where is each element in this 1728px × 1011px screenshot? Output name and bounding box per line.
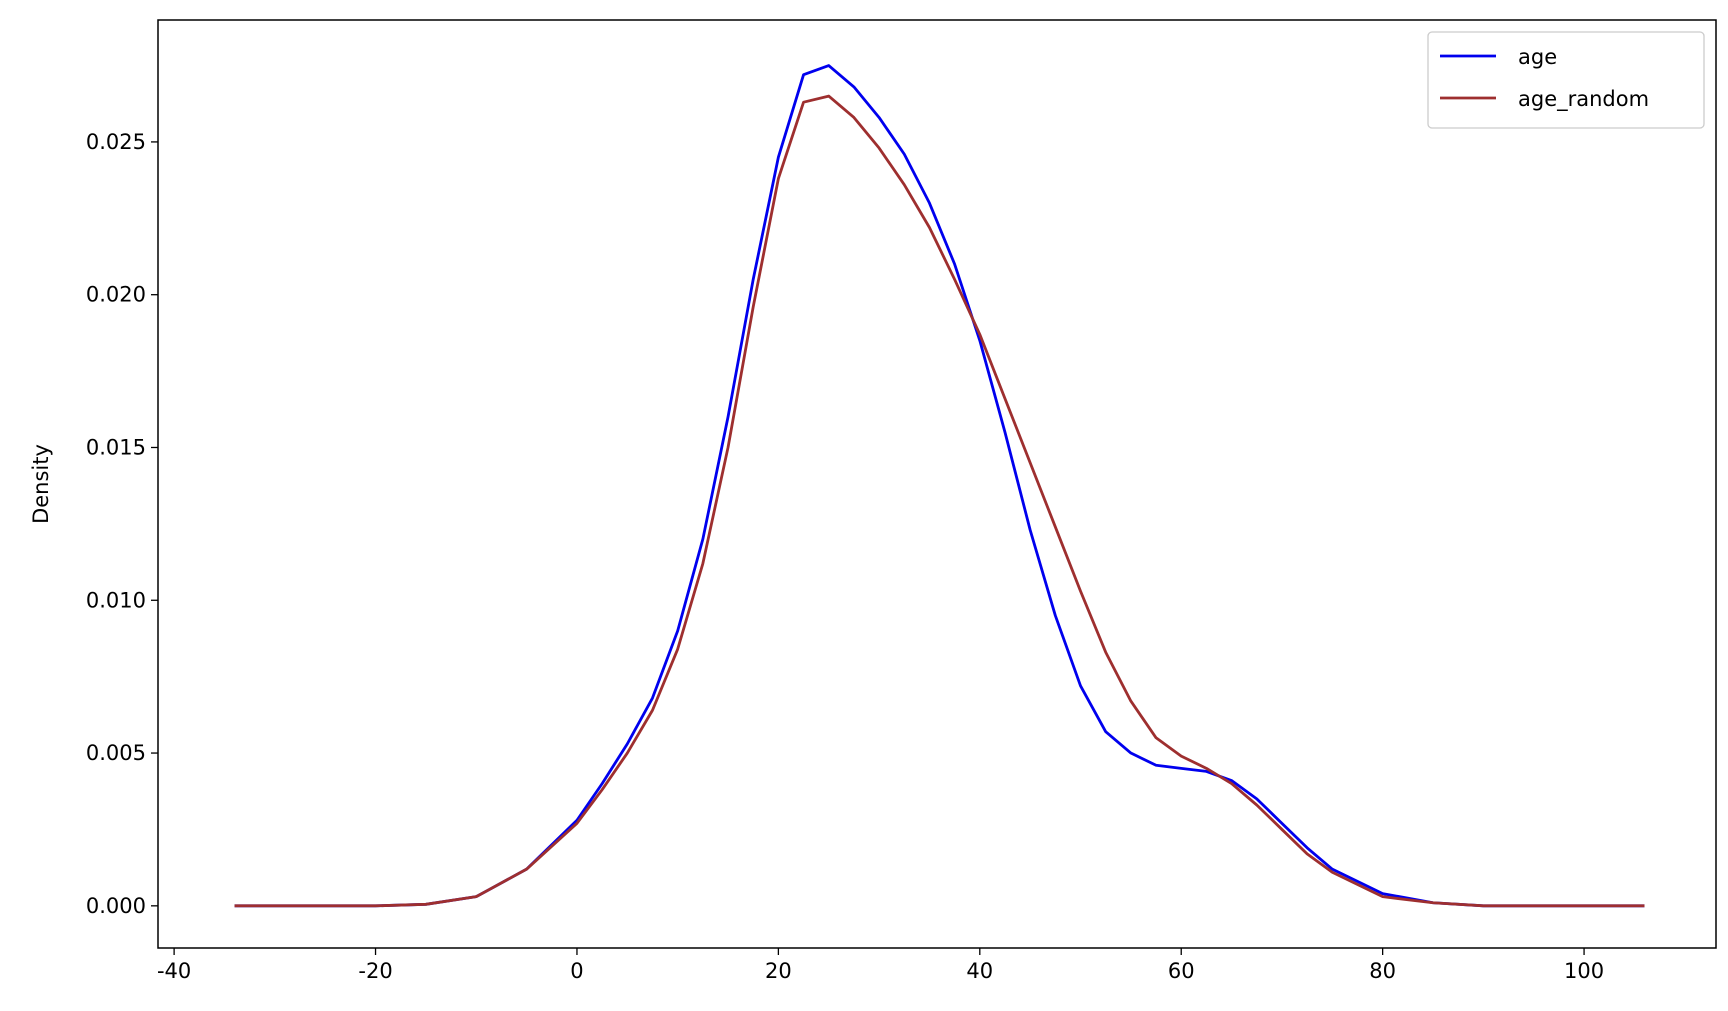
x-tick-label: 20 — [765, 959, 792, 983]
legend-box — [1427, 31, 1705, 129]
line-series — [234, 94, 1645, 908]
legend-label: age_random — [1518, 87, 1649, 112]
x-tick-label: 0 — [570, 959, 583, 983]
y-axis-label: Density — [29, 444, 53, 524]
x-tick-label: -20 — [358, 959, 392, 983]
y-tick-label: 0.025 — [86, 130, 146, 154]
x-tick-label: 80 — [1369, 959, 1396, 983]
y-tick-label: 0.005 — [86, 741, 146, 765]
legend-label: age — [1518, 45, 1557, 69]
y-tick-label: 0.010 — [86, 588, 146, 612]
y-tick-label: 0.000 — [86, 894, 146, 918]
x-tick-label: -40 — [157, 959, 191, 983]
x-tick-label: 40 — [966, 959, 993, 983]
x-tick-label: 60 — [1168, 959, 1195, 983]
y-tick-label: 0.020 — [86, 283, 146, 307]
line-series — [234, 64, 1645, 908]
y-tick-label: 0.015 — [86, 435, 146, 459]
x-tick-label: 100 — [1564, 959, 1604, 983]
plot-frame — [157, 19, 1717, 949]
